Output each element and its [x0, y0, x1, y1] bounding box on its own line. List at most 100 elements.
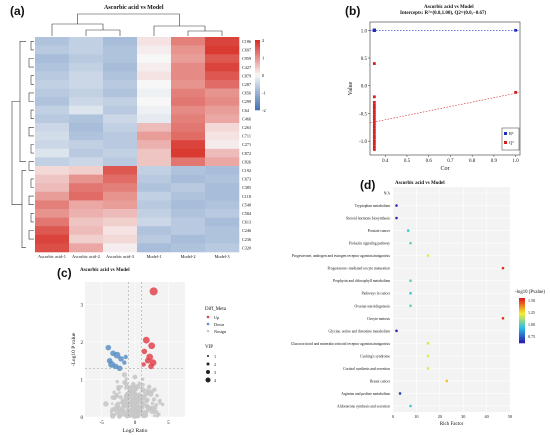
q2-point [514, 90, 518, 94]
colorbar-segment [255, 82, 260, 85]
colorbar-tick: 0.75 [528, 334, 535, 339]
nosign-point [138, 411, 143, 415]
row-dendrogram [30, 178, 34, 188]
heatmap-cell [171, 123, 206, 132]
legend-marker [206, 322, 210, 326]
pathway-point [426, 354, 430, 358]
heatmap-row-label: C64 [242, 108, 250, 113]
nosign-point [153, 414, 156, 418]
colorbar-segment [519, 328, 525, 330]
heatmap-cell [137, 234, 172, 244]
nosign-point [124, 377, 129, 381]
nosign-point [103, 401, 109, 407]
colorbar-segment [255, 61, 260, 64]
heatmap-cell [69, 243, 104, 253]
nosign-point [116, 401, 120, 405]
heatmap-cell [69, 37, 104, 46]
heatmap-cell [137, 183, 172, 193]
heatmap-cell [205, 140, 240, 150]
panel-c: (c) Ascorbic acid vs Model -5 0 5 0 1 2 3 Log2 … [0, 265, 275, 435]
heatmap-cell [137, 226, 172, 236]
heatmap-cell [205, 174, 240, 184]
nosign-point [135, 384, 139, 389]
heatmap-cell [69, 80, 104, 89]
q2-point [372, 95, 376, 99]
nosign-point [124, 382, 129, 387]
panel-c-label: (c) [57, 266, 72, 280]
heatmap-cell [69, 123, 104, 132]
row-dendrogram [30, 213, 34, 223]
heatmap-cell [35, 80, 70, 89]
colorbar-segment [255, 78, 260, 81]
colorbar-segment [519, 322, 525, 324]
heatmap-col-label: Ascorbic acid-1 [38, 254, 66, 259]
colorbar-tick: 0 [262, 73, 265, 78]
vip-legend-label: 2 [214, 362, 216, 367]
nosign-point [129, 397, 133, 401]
panel-d-title: Ascorbic acid vs Model [395, 181, 445, 186]
colorbar-segment [519, 317, 525, 320]
x-axis-label: Cor [441, 166, 450, 172]
colorbar-segment [255, 57, 260, 60]
colorbar-tick: -1 [262, 91, 266, 96]
colorbar-segment [519, 311, 525, 314]
heatmap-cell [103, 62, 138, 72]
colorbar-segment [519, 313, 525, 315]
heatmap-cell [171, 174, 206, 184]
panel-a: (a) Ascorbic acid vs Model C186 C697 C959 C… [0, 0, 275, 265]
colorbar-segment [255, 90, 260, 93]
x-tick-label: 40 [485, 414, 489, 419]
heatmap-col-label: Ascorbic acid-2 [72, 254, 100, 259]
col-dendrogram [187, 30, 223, 36]
heatmap-cell [205, 37, 240, 46]
q2-point [372, 139, 376, 143]
heatmap-cell [205, 131, 240, 141]
nosign-point [112, 413, 117, 417]
nosign-point [148, 405, 153, 411]
heatmap-row-label: C186 [242, 39, 251, 44]
colorbar-segment [519, 325, 525, 327]
heatmap-cell [205, 166, 240, 175]
nosign-point [120, 399, 126, 405]
pathway-point [445, 379, 449, 383]
colorbar-segment [255, 101, 260, 104]
heatmap-row-label: C118 [242, 194, 251, 199]
row-dendrogram [19, 41, 26, 162]
heatmap-cell [103, 217, 138, 227]
nosign-point [124, 385, 129, 390]
heatmap-cell [171, 54, 206, 64]
vip-legend-label: 1 [214, 354, 216, 359]
plot-background [393, 187, 510, 412]
up-point [142, 336, 150, 344]
q2-point [372, 117, 376, 121]
colorbar-segment [519, 329, 525, 332]
nosign-point [118, 395, 123, 400]
nosign-point [131, 405, 136, 411]
heatmap-cell [35, 217, 70, 227]
heatmap-cell [35, 166, 70, 175]
heatmap-cell [137, 54, 172, 64]
heatmap-cell [35, 123, 70, 132]
x-tick-label: 5 [167, 421, 170, 426]
heatmap-row-label: C879 [242, 73, 251, 78]
colorbar-segment [255, 41, 260, 44]
pathway-point [501, 266, 505, 270]
heatmap-cell [137, 45, 172, 55]
heatmap-cell [69, 45, 104, 55]
nosign-point [142, 400, 145, 404]
panel-a-title: Ascorbic acid vs Model [104, 5, 164, 11]
heatmap-cell [137, 200, 172, 210]
heatmap-cell [69, 191, 104, 201]
heatmap-cell [69, 209, 104, 218]
nosign-point [137, 381, 141, 385]
colorbar-segment [255, 76, 260, 79]
heatmap-cell [205, 148, 240, 158]
colorbar-segment [255, 55, 260, 58]
permutation-plot: 0.4 0.5 0.6 0.7 0.8 0.9 1.0 1.0 0.5 0.0 -0.5 -1.0 Co… [348, 21, 521, 172]
heatmap-cell [35, 114, 70, 124]
x-tick-label: 0 [392, 414, 394, 419]
heatmap-cell [35, 71, 70, 81]
nosign-point [159, 398, 162, 402]
heatmap-cell [205, 80, 240, 89]
heatmap-cell [137, 80, 172, 89]
